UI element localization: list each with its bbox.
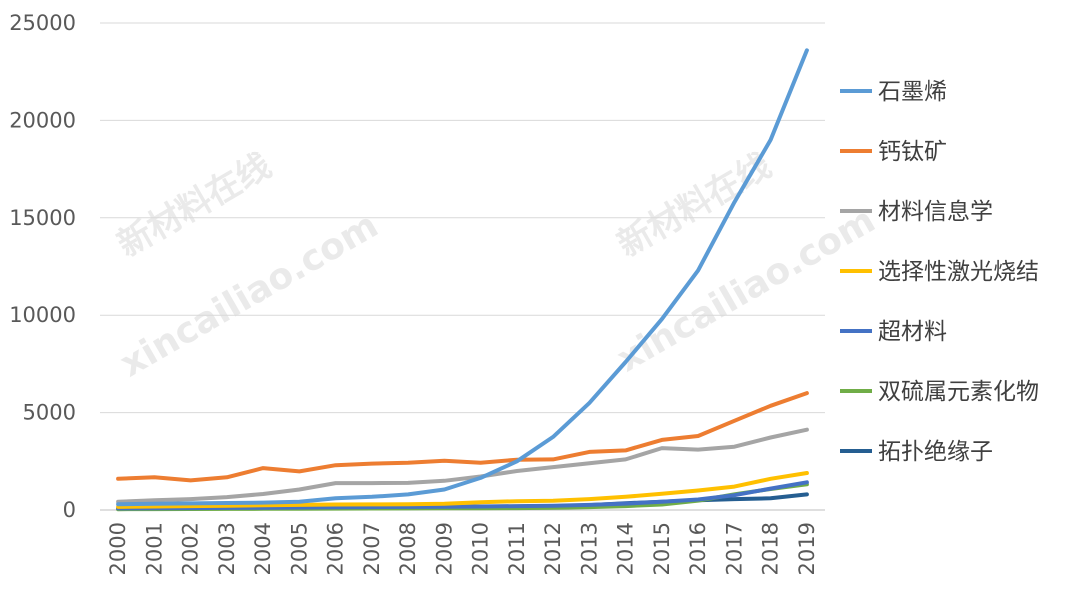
watermark-text: 新材料在线: [611, 146, 778, 266]
series-lines: [116, 48, 809, 512]
gridlines: [100, 22, 825, 511]
y-tick-label: 25000: [9, 11, 76, 35]
x-tick-label: 2011: [505, 522, 529, 575]
series-line-3: [116, 471, 809, 509]
x-tick-label: 2009: [432, 522, 456, 575]
series-line-4: [116, 480, 809, 511]
y-tick-label: 15000: [9, 206, 76, 230]
x-axis: 2000 2001 2002 2003 2004 2005 2006 2007 2008 2009…: [106, 522, 819, 575]
x-tick-label: 2001: [142, 522, 166, 575]
x-tick-label: 2010: [469, 522, 493, 575]
x-tick-label: 2002: [179, 522, 203, 575]
legend-label: 材料信息学: [878, 199, 993, 225]
legend-label: 拓扑绝缘子: [878, 439, 993, 465]
series-line-2: [116, 427, 809, 504]
legend-label: 石墨烯: [878, 79, 947, 105]
x-tick-label: 2005: [287, 522, 311, 575]
x-tick-label: 2016: [686, 522, 710, 575]
x-tick-label: 2006: [324, 522, 348, 575]
legend-label: 钙钛矿: [878, 139, 947, 165]
x-tick-label: 2017: [722, 522, 746, 575]
y-tick-label: 0: [63, 498, 76, 522]
y-axis: 0 5000 10000 15000 20000 25000: [9, 11, 76, 522]
x-tick-label: 2008: [396, 522, 420, 575]
x-tick-label: 2003: [215, 522, 239, 575]
y-tick-label: 10000: [9, 303, 76, 327]
x-tick-label: 2007: [360, 522, 384, 575]
x-tick-label: 2004: [251, 522, 275, 575]
x-tick-label: 2018: [759, 522, 783, 575]
series-line-0: [116, 48, 809, 507]
y-tick-label: 5000: [23, 401, 76, 425]
legend-label: 选择性激光烧结: [878, 259, 1039, 285]
x-tick-label: 2019: [795, 522, 819, 575]
watermark-text: 新材料在线: [111, 146, 278, 266]
x-tick-label: 2014: [614, 522, 638, 575]
legend-label: 超材料: [878, 319, 947, 345]
x-tick-label: 2012: [541, 522, 565, 575]
legend-label: 双硫属元素化物: [878, 379, 1039, 405]
x-tick-label: 2000: [106, 522, 130, 575]
x-tick-label: 2013: [577, 522, 601, 575]
y-tick-label: 20000: [9, 108, 76, 132]
series-line-1: [116, 391, 809, 483]
x-tick-label: 2015: [650, 522, 674, 575]
